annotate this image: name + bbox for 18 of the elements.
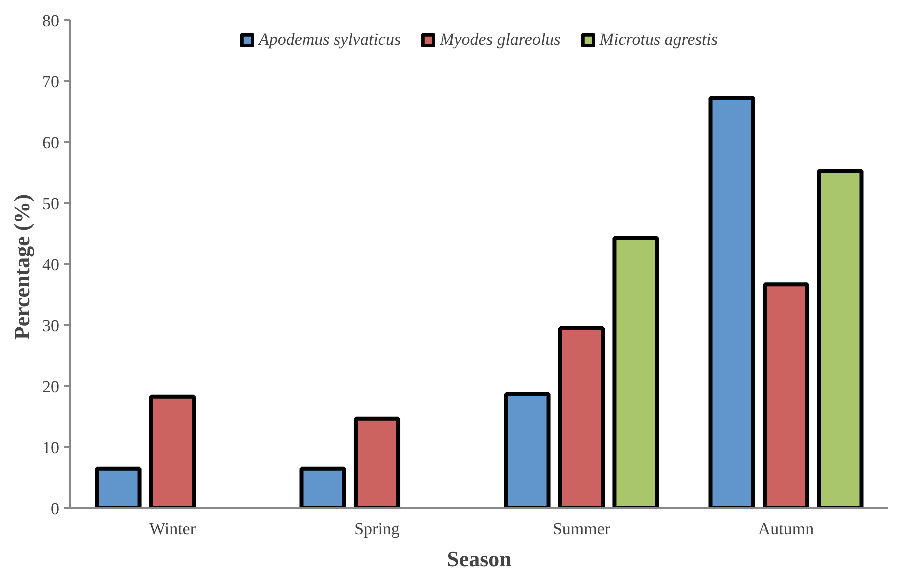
y-tick-label: 20: [42, 378, 60, 396]
y-tick-label: 40: [42, 256, 60, 274]
y-tick-label: 10: [42, 438, 60, 458]
y-tick-label: 0: [51, 500, 60, 518]
y-tick-label: 70: [42, 72, 60, 92]
y-tick-label: 60: [42, 134, 60, 152]
x-tick-label: Summer: [552, 520, 611, 538]
y-tick-label: 80: [42, 12, 60, 30]
legend-label: Microtus agrestis: [600, 30, 718, 50]
y-axis-title: Percentage (%): [10, 194, 34, 340]
legend-label: Myodes glareolus: [440, 30, 561, 50]
x-tick-label: Autumn: [758, 520, 815, 538]
y-tick-label: 50: [42, 194, 60, 214]
legend-label: Apodemus sylvaticus: [258, 30, 402, 50]
x-axis-title: Season: [447, 546, 512, 572]
x-tick-label: Winter: [149, 520, 196, 538]
x-tick-label: Spring: [354, 520, 400, 538]
y-tick-label: 30: [42, 316, 60, 336]
